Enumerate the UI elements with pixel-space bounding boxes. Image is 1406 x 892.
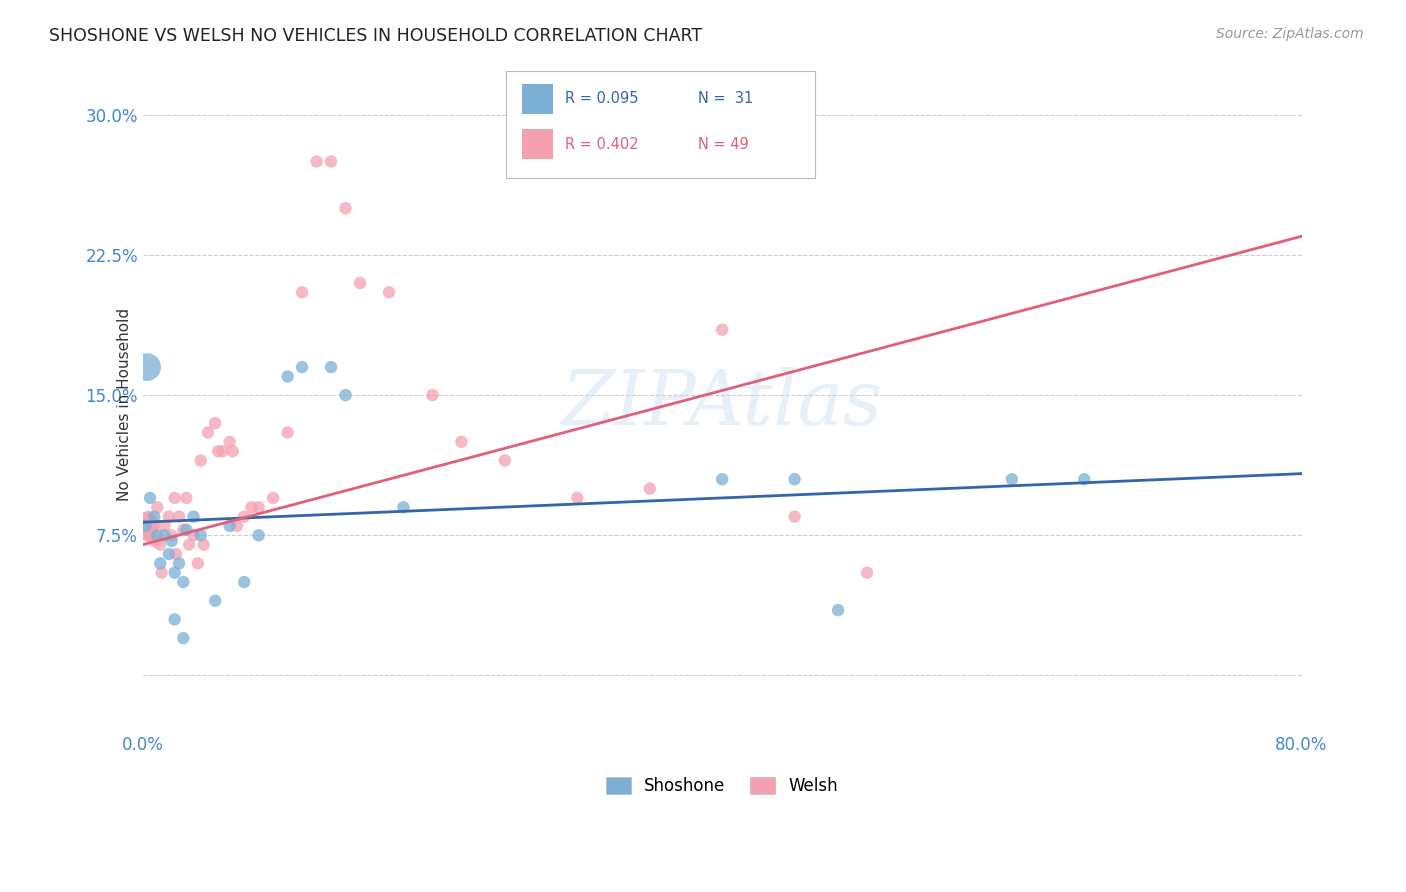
Point: [262, 491, 284, 505]
Point: [146, 500, 169, 515]
Point: [139, 491, 162, 505]
Legend: Shoshone, Welsh: Shoshone, Welsh: [599, 770, 845, 802]
Point: [146, 528, 169, 542]
Point: [149, 538, 172, 552]
Point: [226, 519, 249, 533]
FancyBboxPatch shape: [522, 84, 553, 114]
Text: N =  31: N = 31: [697, 91, 754, 106]
Point: [135, 519, 157, 533]
Point: [139, 528, 162, 542]
Point: [277, 369, 299, 384]
Point: [174, 523, 197, 537]
Point: [1001, 472, 1024, 486]
Point: [160, 533, 183, 548]
Point: [157, 509, 180, 524]
Point: [319, 154, 342, 169]
Point: [149, 557, 172, 571]
Point: [450, 434, 472, 449]
Point: [172, 575, 194, 590]
Text: SHOSHONE VS WELSH NO VEHICLES IN HOUSEHOLD CORRELATION CHART: SHOSHONE VS WELSH NO VEHICLES IN HOUSEHO…: [49, 27, 703, 45]
Y-axis label: No Vehicles in Household: No Vehicles in Household: [117, 308, 132, 501]
Point: [204, 416, 226, 430]
Point: [240, 500, 263, 515]
Point: [567, 491, 589, 505]
Point: [172, 523, 194, 537]
Point: [638, 482, 661, 496]
Point: [349, 276, 371, 290]
Point: [711, 472, 734, 486]
Point: [136, 528, 159, 542]
Point: [204, 593, 226, 607]
Point: [247, 500, 270, 515]
Point: [167, 557, 190, 571]
Point: [142, 519, 165, 533]
Point: [277, 425, 299, 440]
Point: [305, 154, 328, 169]
Point: [174, 491, 197, 505]
Point: [163, 612, 186, 626]
Point: [150, 566, 173, 580]
Point: [783, 509, 806, 524]
Point: [221, 444, 243, 458]
Text: R = 0.402: R = 0.402: [565, 136, 638, 152]
Point: [233, 575, 256, 590]
Point: [193, 538, 215, 552]
Point: [136, 360, 159, 375]
Text: R = 0.095: R = 0.095: [565, 91, 638, 106]
Point: [197, 425, 219, 440]
Point: [291, 360, 314, 375]
Point: [335, 388, 357, 402]
Point: [138, 509, 160, 524]
Point: [153, 528, 176, 542]
Point: [827, 603, 849, 617]
Point: [143, 533, 166, 548]
Point: [207, 444, 229, 458]
Point: [218, 519, 240, 533]
Text: Source: ZipAtlas.com: Source: ZipAtlas.com: [1216, 27, 1364, 41]
Point: [856, 566, 879, 580]
Point: [190, 528, 212, 542]
Point: [135, 519, 157, 533]
Point: [183, 528, 205, 542]
Point: [190, 453, 212, 467]
Point: [335, 201, 357, 215]
FancyBboxPatch shape: [522, 129, 553, 159]
Point: [141, 519, 163, 533]
Point: [422, 388, 444, 402]
Point: [291, 285, 314, 300]
Point: [157, 547, 180, 561]
Point: [711, 323, 734, 337]
Point: [218, 434, 240, 449]
Point: [319, 360, 342, 375]
Point: [172, 631, 194, 645]
Text: N = 49: N = 49: [697, 136, 748, 152]
Point: [153, 519, 176, 533]
Point: [183, 509, 205, 524]
Point: [163, 566, 186, 580]
Point: [187, 557, 209, 571]
Point: [165, 547, 187, 561]
Text: ZIPAtlas: ZIPAtlas: [561, 368, 883, 442]
Point: [167, 509, 190, 524]
Point: [247, 528, 270, 542]
Point: [783, 472, 806, 486]
Point: [179, 538, 201, 552]
Point: [163, 491, 186, 505]
Point: [211, 444, 233, 458]
Point: [494, 453, 516, 467]
Point: [160, 528, 183, 542]
Point: [1073, 472, 1095, 486]
Point: [378, 285, 401, 300]
Point: [143, 509, 166, 524]
Point: [392, 500, 415, 515]
Point: [233, 509, 256, 524]
